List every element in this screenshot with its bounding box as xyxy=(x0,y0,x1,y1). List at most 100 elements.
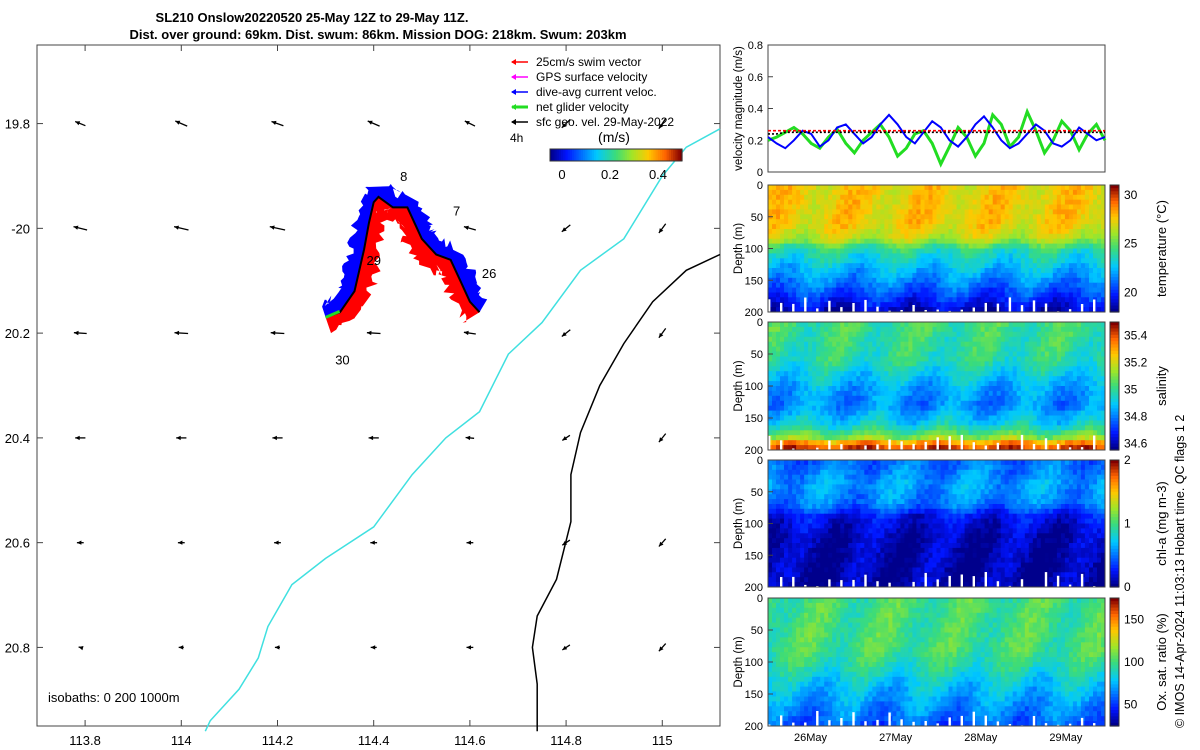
section-cell xyxy=(1072,219,1078,225)
section-cell xyxy=(856,243,861,249)
section-cell xyxy=(1084,371,1090,377)
section-cell xyxy=(964,263,970,269)
section-cell xyxy=(1060,405,1066,412)
section-cell xyxy=(1080,361,1086,367)
section-cell xyxy=(840,366,845,372)
section-cell xyxy=(1040,464,1046,471)
section-cell xyxy=(844,229,849,235)
section-cell xyxy=(940,307,945,313)
section-cell xyxy=(916,410,921,416)
section-cell xyxy=(936,189,941,196)
section-cell xyxy=(940,425,945,431)
section-cell xyxy=(904,341,909,348)
section-cell xyxy=(1084,331,1090,338)
data-gap xyxy=(780,440,783,450)
colorbar-cell xyxy=(613,149,617,161)
section-cell xyxy=(916,336,921,343)
section-cell xyxy=(908,430,913,436)
section-cell xyxy=(808,214,813,220)
section-cell xyxy=(988,410,994,416)
section-cell xyxy=(768,366,773,372)
section-cell xyxy=(848,258,853,264)
section-cell xyxy=(1056,351,1062,357)
section-cell xyxy=(784,263,789,269)
section-cell xyxy=(1004,376,1010,382)
section-cell xyxy=(1036,346,1042,352)
section-cell xyxy=(1048,400,1054,407)
section-cell xyxy=(980,214,986,220)
section-cell xyxy=(804,366,809,372)
section-cell xyxy=(1072,440,1078,446)
colorbar-cell xyxy=(569,149,573,161)
section-cell xyxy=(908,248,913,254)
section-cell xyxy=(876,229,881,235)
section-cell xyxy=(872,263,877,269)
section-cell xyxy=(780,351,785,357)
section-cell xyxy=(784,233,789,240)
section-cell xyxy=(816,302,821,308)
section-cell xyxy=(832,336,837,343)
section-cell xyxy=(980,272,986,279)
section-cell xyxy=(860,214,865,220)
section-cell xyxy=(788,229,793,235)
section-cell xyxy=(1080,425,1086,431)
section-cell xyxy=(768,238,773,245)
section-cell xyxy=(812,302,817,308)
section-cell xyxy=(1076,204,1082,210)
section-cell xyxy=(820,214,825,220)
section-cell xyxy=(832,420,837,426)
section-cell xyxy=(796,326,801,333)
section-cell xyxy=(864,415,869,421)
section-cell xyxy=(1040,440,1046,446)
section-cell xyxy=(964,307,970,313)
section-cell xyxy=(788,297,793,303)
section-cell xyxy=(880,460,885,466)
section-cell xyxy=(1048,366,1054,372)
section-cell xyxy=(856,233,861,240)
section-cell xyxy=(976,381,982,387)
section-cell xyxy=(1008,351,1014,357)
section-cell xyxy=(784,435,789,441)
section-colorbar-cell xyxy=(1110,414,1119,419)
section-cell xyxy=(1028,292,1034,298)
section-cell xyxy=(804,415,809,421)
section-cell xyxy=(1012,464,1018,471)
section-cell xyxy=(1000,440,1006,446)
section-cell xyxy=(1064,219,1070,225)
section-cell xyxy=(820,346,825,352)
section-cell xyxy=(780,415,785,421)
section-cell xyxy=(1097,371,1102,377)
section-cell xyxy=(824,464,829,471)
section-cell xyxy=(1060,395,1066,402)
section-cell xyxy=(900,258,905,264)
section-cell xyxy=(944,390,949,397)
section-cell xyxy=(880,248,885,254)
vel-y-tick-label: 0 xyxy=(757,167,763,179)
section-cell xyxy=(996,248,1002,254)
section-cell xyxy=(900,248,905,254)
section-cell xyxy=(780,410,785,416)
section-cell xyxy=(1076,381,1082,387)
section-cell xyxy=(1000,366,1006,372)
section-cell xyxy=(776,420,781,426)
section-cell xyxy=(792,219,797,225)
section-cell xyxy=(1004,430,1010,436)
section-cell xyxy=(1072,356,1078,362)
section-cell xyxy=(772,229,777,235)
section-cell xyxy=(988,214,994,220)
section-cell xyxy=(1012,248,1018,254)
section-colorbar-cell xyxy=(1110,267,1119,272)
section-cell xyxy=(848,302,853,308)
section-cell xyxy=(1068,263,1074,269)
legend-swatch-head xyxy=(511,104,516,110)
section-cell xyxy=(876,277,881,284)
section-cell xyxy=(1060,238,1066,245)
section-cell xyxy=(1024,386,1030,392)
section-cell xyxy=(1101,381,1106,387)
section-cell xyxy=(792,390,797,397)
section-cell xyxy=(1097,199,1102,206)
section-cell xyxy=(1032,297,1038,303)
section-cell xyxy=(956,219,962,225)
section-cell xyxy=(884,395,889,402)
